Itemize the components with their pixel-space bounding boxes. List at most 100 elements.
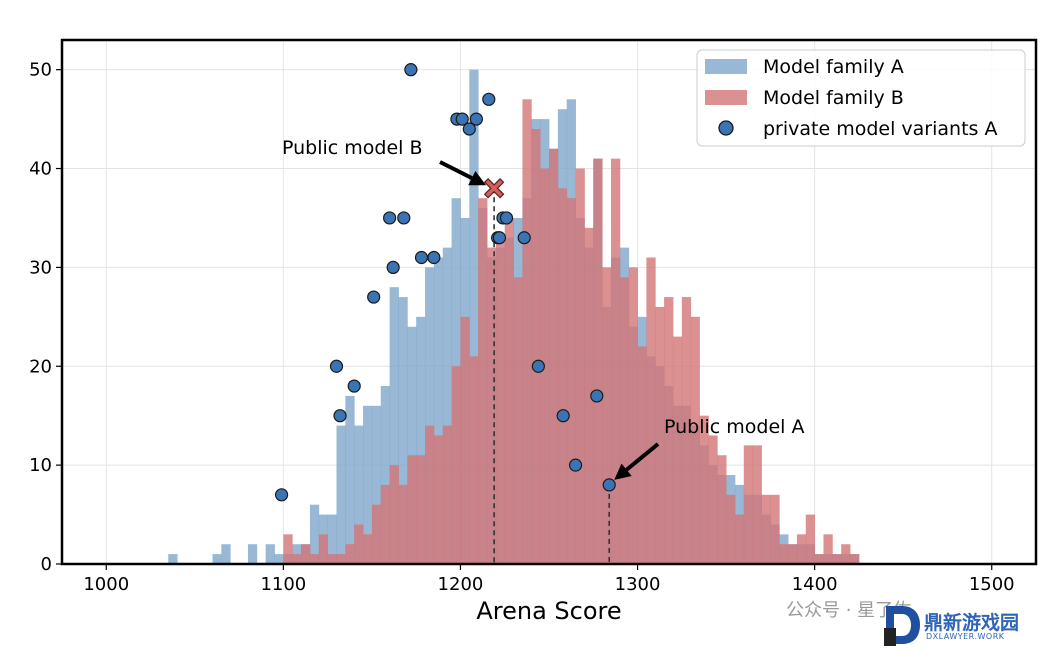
bar-family-b bbox=[646, 257, 656, 564]
bar-family-b bbox=[389, 465, 399, 564]
bar-family-a bbox=[425, 267, 435, 564]
bar-family-b bbox=[655, 306, 665, 564]
bar-family-b bbox=[752, 445, 762, 564]
x-tick-label: 1100 bbox=[260, 574, 306, 595]
bar-family-a bbox=[433, 257, 444, 564]
x-axis-title: Arena Score bbox=[476, 597, 621, 625]
bar-family-a bbox=[469, 69, 479, 564]
annotations: Public model B Public model A bbox=[282, 137, 804, 480]
bar-family-b bbox=[425, 425, 435, 564]
bar-family-b bbox=[478, 198, 488, 564]
bar-family-a bbox=[168, 554, 178, 564]
bar-family-a bbox=[309, 504, 320, 564]
legend-marker-points bbox=[718, 120, 734, 136]
bar-family-b bbox=[460, 316, 470, 564]
bar-family-a bbox=[416, 316, 426, 564]
private-variant-point bbox=[531, 359, 545, 373]
bar-family-b bbox=[850, 554, 860, 564]
arrow-public-model-b bbox=[439, 160, 487, 186]
bar-family-b bbox=[672, 336, 683, 564]
bar-family-b bbox=[743, 445, 754, 564]
bar-family-b bbox=[761, 494, 771, 564]
y-tick-label: 0 bbox=[41, 554, 52, 575]
annotation-public-model-b: Public model B bbox=[282, 137, 423, 159]
private-variant-point bbox=[397, 211, 411, 225]
bar-family-b bbox=[699, 415, 709, 564]
bar-family-b bbox=[593, 158, 603, 564]
bar-family-b bbox=[832, 554, 842, 564]
bar-family-b bbox=[345, 544, 355, 564]
bar-family-b bbox=[681, 297, 692, 564]
private-variant-point bbox=[455, 112, 469, 126]
legend-swatch-b bbox=[705, 90, 747, 105]
bar-family-b bbox=[318, 534, 329, 564]
private-variant-point bbox=[517, 231, 531, 245]
bar-family-a bbox=[221, 544, 231, 564]
bar-family-b bbox=[416, 455, 426, 564]
private-variant-point bbox=[590, 389, 604, 403]
watermark-left: 公众号 · 星了佐 bbox=[786, 600, 912, 621]
bar-family-b bbox=[407, 455, 417, 564]
bar-family-b bbox=[619, 277, 630, 564]
bar-family-b bbox=[336, 554, 346, 564]
y-tick-label: 20 bbox=[29, 356, 52, 377]
x-tick-label: 1200 bbox=[438, 574, 484, 595]
plot-frame bbox=[60, 38, 1038, 566]
bar-family-b bbox=[549, 148, 559, 564]
bar-family-a bbox=[336, 425, 346, 564]
x-tick-label: 1500 bbox=[969, 574, 1015, 595]
bar-family-b bbox=[469, 356, 479, 564]
reference-lines bbox=[493, 188, 611, 564]
annotation-public-model-a: Public model A bbox=[664, 416, 804, 438]
bar-family-a bbox=[212, 554, 222, 564]
legend: Model family A Model family B private mo… bbox=[696, 49, 1026, 147]
bar-family-b bbox=[433, 435, 444, 564]
bar-family-b bbox=[823, 534, 833, 564]
private-variant-point bbox=[469, 112, 483, 126]
public-model-b-marker bbox=[483, 178, 505, 199]
bar-family-a bbox=[371, 405, 382, 564]
bar-family-b bbox=[770, 494, 780, 564]
bar-family-b bbox=[531, 128, 541, 564]
bar-family-b bbox=[584, 227, 594, 564]
private-variant-point bbox=[404, 63, 418, 77]
bar-family-a bbox=[363, 405, 373, 564]
private-variant-point bbox=[556, 409, 570, 423]
bar-family-a bbox=[247, 544, 258, 564]
bar-family-a bbox=[327, 514, 337, 564]
bar-family-b bbox=[566, 198, 576, 564]
y-tick-label: 40 bbox=[29, 159, 52, 180]
bar-family-a bbox=[354, 425, 364, 564]
bar-family-b bbox=[805, 514, 816, 564]
axis-ticks: 1000 1100 1200 1300 1400 1500 0 10 20 30 40 50 bbox=[29, 60, 1015, 595]
bar-family-a bbox=[380, 386, 391, 564]
bar-family-b bbox=[664, 297, 674, 564]
bar-family-b bbox=[575, 168, 585, 564]
bar-family-b bbox=[398, 484, 408, 564]
legend-label-points: private model variants A bbox=[763, 118, 997, 140]
y-tick-label: 30 bbox=[29, 257, 52, 278]
bar-family-b bbox=[628, 267, 638, 564]
bar-family-b bbox=[283, 534, 293, 564]
bar-family-b bbox=[841, 544, 851, 564]
watermark-logo: 鼎新游戏园 DXLAWYER.WORK bbox=[880, 598, 1055, 650]
x-tick-label: 1300 bbox=[615, 574, 661, 595]
bar-family-b bbox=[363, 534, 373, 564]
bar-family-b bbox=[717, 455, 727, 564]
legend-label-a: Model family A bbox=[763, 56, 904, 78]
private-variant-point bbox=[329, 359, 344, 373]
bar-family-b bbox=[487, 247, 497, 564]
bar-family-b bbox=[602, 267, 612, 564]
watermark-sub: DXLAWYER.WORK bbox=[926, 632, 1005, 641]
bar-family-a bbox=[265, 544, 275, 564]
private-variant-point bbox=[367, 290, 381, 304]
series-model-family-b bbox=[283, 99, 860, 564]
legend-swatch-a bbox=[705, 59, 747, 74]
private-variant-point bbox=[383, 211, 397, 225]
bar-family-b bbox=[301, 544, 311, 564]
y-tick-label: 10 bbox=[29, 455, 52, 476]
x-tick-label: 1400 bbox=[792, 574, 838, 595]
bar-family-a bbox=[345, 395, 355, 564]
legend-box bbox=[696, 49, 1026, 147]
